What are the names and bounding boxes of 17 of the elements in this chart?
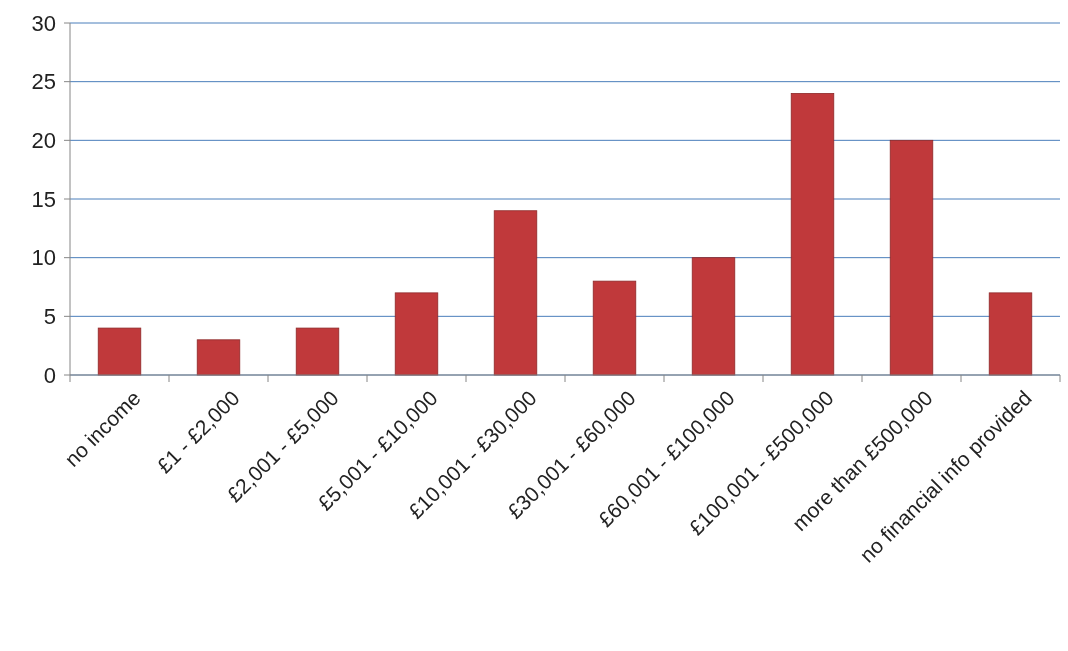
bar [295,327,340,376]
bar [592,280,637,376]
bar [988,292,1033,376]
y-tick-label: 5 [43,304,56,330]
bar [790,93,835,376]
y-tick-label: 25 [31,69,56,95]
y-tick-label: 15 [31,186,56,212]
bar [691,257,736,376]
y-tick-label: 10 [31,245,56,271]
y-tick-label: 20 [31,128,56,154]
bar [394,292,439,376]
y-tick-label: 0 [43,362,56,388]
bar [889,139,934,376]
y-tick-label: 30 [31,10,56,36]
bar [97,327,142,376]
bar [196,339,241,376]
bar [493,210,538,376]
